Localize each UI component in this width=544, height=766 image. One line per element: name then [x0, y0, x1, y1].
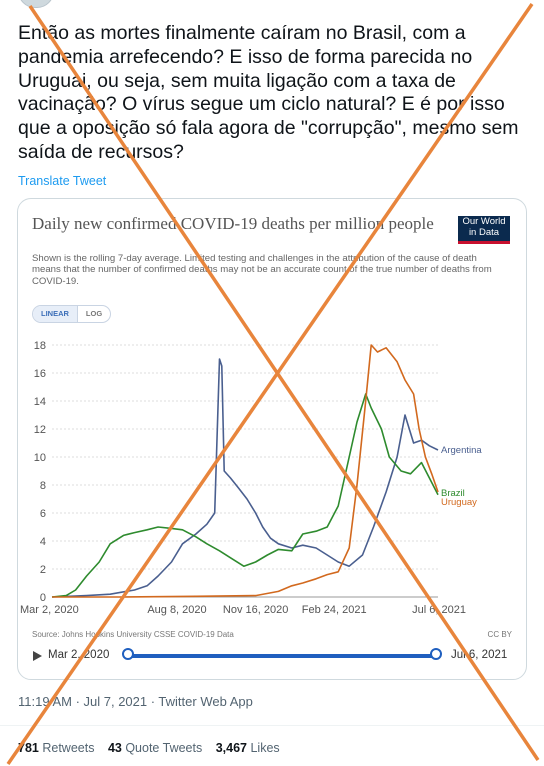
chart-subtitle: Shown is the rolling 7-day average. Limi…	[32, 253, 492, 287]
y-tick-label: 14	[34, 396, 46, 408]
x-tick-label: Mar 2, 2020	[20, 604, 79, 616]
retweets-count[interactable]: 781	[18, 741, 39, 755]
likes-count[interactable]: 3,467	[215, 741, 247, 755]
scale-toggle: LINEAR LOG	[32, 305, 112, 323]
y-tick-label: 4	[40, 536, 46, 548]
divider	[0, 725, 544, 726]
x-tick-label: Jul 6, 2021	[412, 604, 466, 616]
y-tick-label: 8	[40, 480, 46, 492]
chart-source: Source: Johns Hopkins University CSSE CO…	[32, 630, 234, 639]
series-label-uruguay: Uruguay	[441, 497, 477, 508]
likes-label[interactable]: Likes	[250, 741, 280, 755]
timeline-end-handle[interactable]	[430, 648, 442, 660]
owid-logo-line2: in Data	[468, 226, 500, 238]
translate-tweet-link[interactable]: Translate Tweet	[18, 174, 107, 188]
play-icon[interactable]	[33, 651, 42, 661]
y-tick-label: 10	[34, 452, 46, 464]
timeline-end-label: Jul 6, 2021	[451, 649, 508, 661]
timeline-slider-track[interactable]	[126, 654, 436, 658]
y-tick-label: 12	[34, 424, 46, 436]
y-tick-label: 18	[34, 340, 46, 352]
series-label-argentina: Argentina	[441, 445, 482, 456]
series-line-argentina	[51, 358, 439, 598]
x-tick-label: Aug 8, 2020	[147, 604, 206, 616]
chart-card[interactable]: Daily new confirmed COVID-19 deaths per …	[17, 198, 527, 680]
timeline-start-handle[interactable]	[122, 648, 134, 660]
timeline-start-label: Mar 2, 2020	[48, 649, 110, 661]
y-tick-label: 2	[40, 564, 46, 576]
log-scale-button[interactable]: LOG	[85, 309, 103, 318]
chart-title: Daily new confirmed COVID-19 deaths per …	[32, 214, 434, 233]
chart-license: CC BY	[487, 630, 512, 639]
tweet-timestamp[interactable]: 11:19 AM · Jul 7, 2021 · Twitter Web App	[18, 694, 253, 709]
y-tick-label: 0	[40, 592, 46, 604]
series-line-uruguay	[52, 344, 439, 598]
retweets-label[interactable]: Retweets	[42, 741, 95, 755]
x-tick-label: Feb 24, 2021	[302, 604, 367, 616]
x-tick-label: Nov 16, 2020	[223, 604, 288, 616]
tweet-stats: 781 Retweets 43 Quote Tweets 3,467 Likes	[18, 741, 280, 755]
y-tick-label: 16	[34, 368, 46, 380]
y-tick-label: 6	[40, 508, 46, 520]
tweet-text: Então as mortes finalmente caíram no Bra…	[18, 22, 519, 163]
owid-logo-line1: Our World	[462, 216, 506, 227]
linear-scale-button[interactable]: LINEAR	[33, 306, 78, 322]
avatar[interactable]	[18, 0, 54, 8]
line-chart: 0 2 4 6 8 10 12 14 16 18 Mar 2, 2020 Aug 8, 2020 Nov…	[20, 340, 482, 616]
quotes-count[interactable]: 43	[107, 741, 122, 755]
quotes-label[interactable]: Quote Tweets	[125, 741, 203, 755]
owid-logo: Our World in Data	[458, 216, 510, 244]
